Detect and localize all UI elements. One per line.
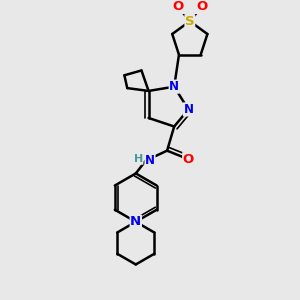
Text: O: O [196, 0, 207, 13]
Text: O: O [172, 0, 184, 13]
Text: H: H [134, 154, 143, 164]
Text: O: O [183, 153, 194, 166]
Text: N: N [145, 154, 155, 167]
Text: S: S [185, 15, 195, 28]
Text: N: N [183, 103, 194, 116]
Text: N: N [169, 80, 179, 93]
Text: N: N [130, 215, 141, 228]
